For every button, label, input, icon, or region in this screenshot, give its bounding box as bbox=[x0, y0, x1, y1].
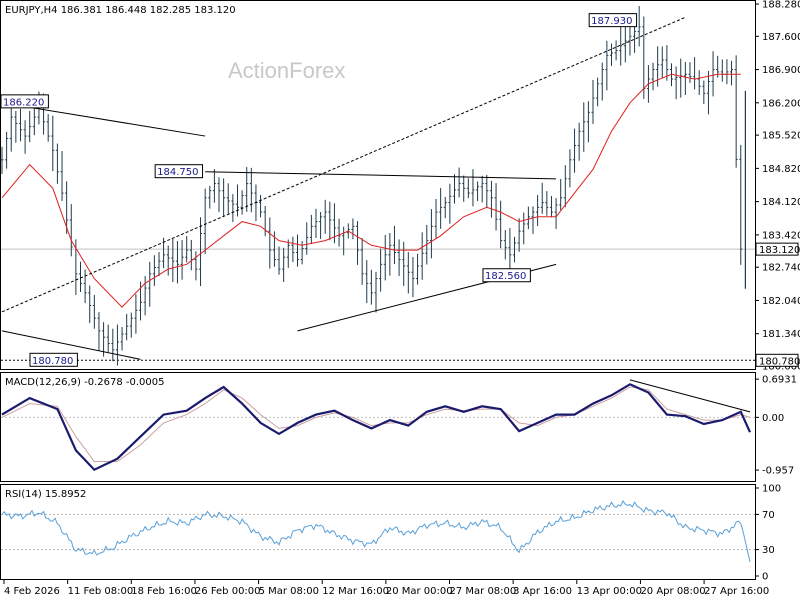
rsi-ytick-label: 30 bbox=[762, 545, 775, 556]
xtick-label: 20 Apr 08:00 bbox=[640, 586, 705, 597]
rsi-ytick-label: 100 bbox=[762, 484, 781, 495]
annotation-label: 180.780 bbox=[32, 356, 73, 367]
price-ytick-label: 186.900 bbox=[762, 65, 800, 76]
price-ytick-label: 185.520 bbox=[762, 131, 800, 142]
trendline-4 bbox=[1, 330, 141, 360]
trendline-3 bbox=[1, 16, 686, 313]
annotation-label: 182.560 bbox=[485, 271, 526, 282]
xtick-label: 11 Feb 08:00 bbox=[68, 586, 134, 597]
rsi-panel-frame bbox=[0, 484, 756, 580]
price-ytick-label: 182.040 bbox=[762, 296, 800, 307]
price-ytick-label: 180.660 bbox=[762, 362, 800, 373]
price-layer: 186.220 184.750 182.560 187.930 180.780 bbox=[0, 6, 755, 367]
annotation-box bbox=[482, 268, 531, 283]
annotation-box bbox=[29, 352, 78, 367]
xtick-label: 5 Mar 08:00 bbox=[259, 586, 319, 597]
price-ytick-label: 184.820 bbox=[762, 164, 800, 175]
price-ytick-label: 187.600 bbox=[762, 32, 800, 43]
axis-layer: 188.280 187.600 186.900 186.200 185.520 184.8… bbox=[3, 0, 800, 597]
price-ytick-label: 184.120 bbox=[762, 197, 800, 208]
macd-panel-frame bbox=[0, 372, 756, 482]
price-ytick-label: 181.340 bbox=[762, 329, 800, 340]
annotation-label: 184.750 bbox=[157, 167, 198, 178]
rsi-layer bbox=[1, 499, 755, 563]
watermark: ActionForex bbox=[228, 58, 345, 83]
xtick-label: 13 Apr 00:00 bbox=[577, 586, 642, 597]
xtick-label: 3 Apr 16:00 bbox=[513, 586, 572, 597]
macd-title: MACD(12,26,9) -0.2678 -0.0005 bbox=[5, 377, 165, 388]
rsi-ytick-label: 0 bbox=[762, 572, 768, 583]
macd-ytick-label: 0.6931 bbox=[762, 375, 797, 386]
macd-layer bbox=[1, 379, 755, 472]
price-ytick-label: 188.280 bbox=[762, 0, 800, 11]
price-title: EURJPY,H4 186.381 186.448 182.285 183.12… bbox=[5, 5, 236, 16]
xtick-label: 27 Mar 08:00 bbox=[450, 586, 517, 597]
xtick-label: 4 Feb 2026 bbox=[4, 586, 60, 597]
xtick-label: 20 Mar 00:00 bbox=[386, 586, 453, 597]
xtick-label: 18 Feb 16:00 bbox=[131, 586, 197, 597]
annotation-box bbox=[154, 164, 204, 179]
annotation-label: 186.220 bbox=[3, 97, 44, 108]
support-price-label: 180.780 bbox=[759, 356, 800, 367]
annotation-label: 187.930 bbox=[591, 16, 632, 27]
support-price-box bbox=[755, 353, 799, 367]
moving-average-line bbox=[1, 73, 741, 308]
xtick-label: 26 Feb 00:00 bbox=[195, 586, 261, 597]
xtick-label: 12 Mar 16:00 bbox=[322, 586, 389, 597]
price-ytick-label: 186.200 bbox=[762, 98, 800, 109]
price-ytick-label: 183.420 bbox=[762, 230, 800, 241]
xtick-label: 27 Apr 16:00 bbox=[704, 586, 769, 597]
rsi-title: RSI(14) 15.8952 bbox=[5, 489, 86, 500]
macd-ytick-label: -0.957 bbox=[762, 466, 794, 477]
trendline-1 bbox=[205, 171, 557, 180]
last-price-label: 183.120 bbox=[759, 245, 800, 256]
annotation-box bbox=[0, 94, 49, 109]
last-price-box bbox=[755, 242, 799, 256]
macd-line bbox=[1, 383, 752, 472]
rsi-ytick-label: 70 bbox=[762, 510, 775, 521]
price-ytick-label: 182.740 bbox=[762, 263, 800, 274]
macd-trendline bbox=[629, 379, 751, 413]
macd-ytick-label: 0.00 bbox=[762, 413, 784, 424]
annotation-box bbox=[588, 13, 638, 28]
rsi-line bbox=[1, 499, 751, 563]
price-panel-frame bbox=[0, 0, 756, 370]
